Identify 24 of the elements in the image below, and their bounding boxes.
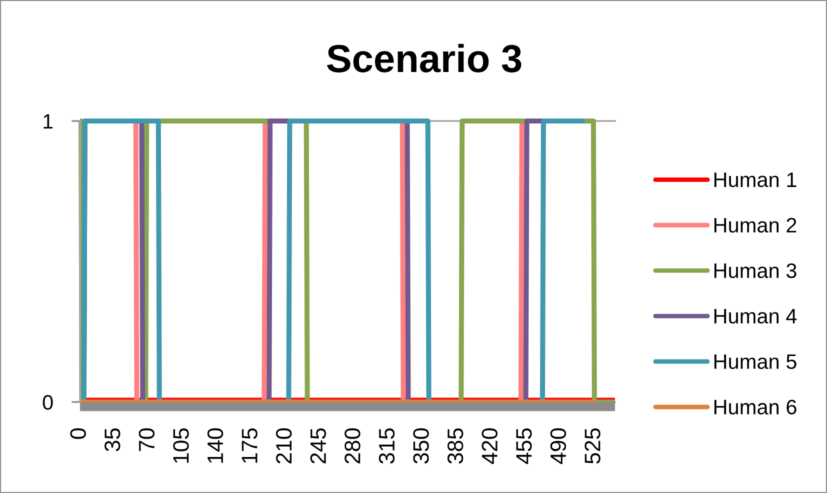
- legend-label: Human 1: [714, 172, 796, 188]
- x-tick-label: 70: [138, 428, 155, 451]
- x-tick-label: 455: [516, 428, 532, 464]
- legend-label: Human 4: [714, 309, 797, 324]
- x-tick-label: 385: [447, 428, 464, 464]
- x-tick-label: 105: [173, 428, 189, 463]
- x-tick-label: 350: [413, 428, 429, 464]
- legend-label: Human 3: [714, 263, 796, 278]
- x-tick-label: 245: [310, 428, 326, 464]
- x-tick-label: 315: [378, 428, 395, 464]
- x-tick-label: 525: [584, 428, 600, 464]
- legend-label: Human 5: [714, 354, 796, 370]
- legend-label: Human 2: [714, 218, 796, 233]
- chart-title: Scenario 3: [327, 44, 522, 72]
- x-tick-label: 280: [344, 428, 360, 464]
- legend-label: Human 6: [714, 400, 796, 414]
- x-tick-label: 175: [242, 428, 258, 463]
- x-tick-label: 210: [276, 428, 292, 464]
- x-tick-label: 0: [70, 428, 86, 439]
- x-tick-label: 35: [104, 428, 120, 452]
- x-tick-label: 490: [550, 428, 566, 464]
- x-tick-label: 420: [482, 428, 498, 464]
- x-tick-label: 140: [207, 428, 224, 463]
- y-tick-label: 1: [44, 114, 53, 129]
